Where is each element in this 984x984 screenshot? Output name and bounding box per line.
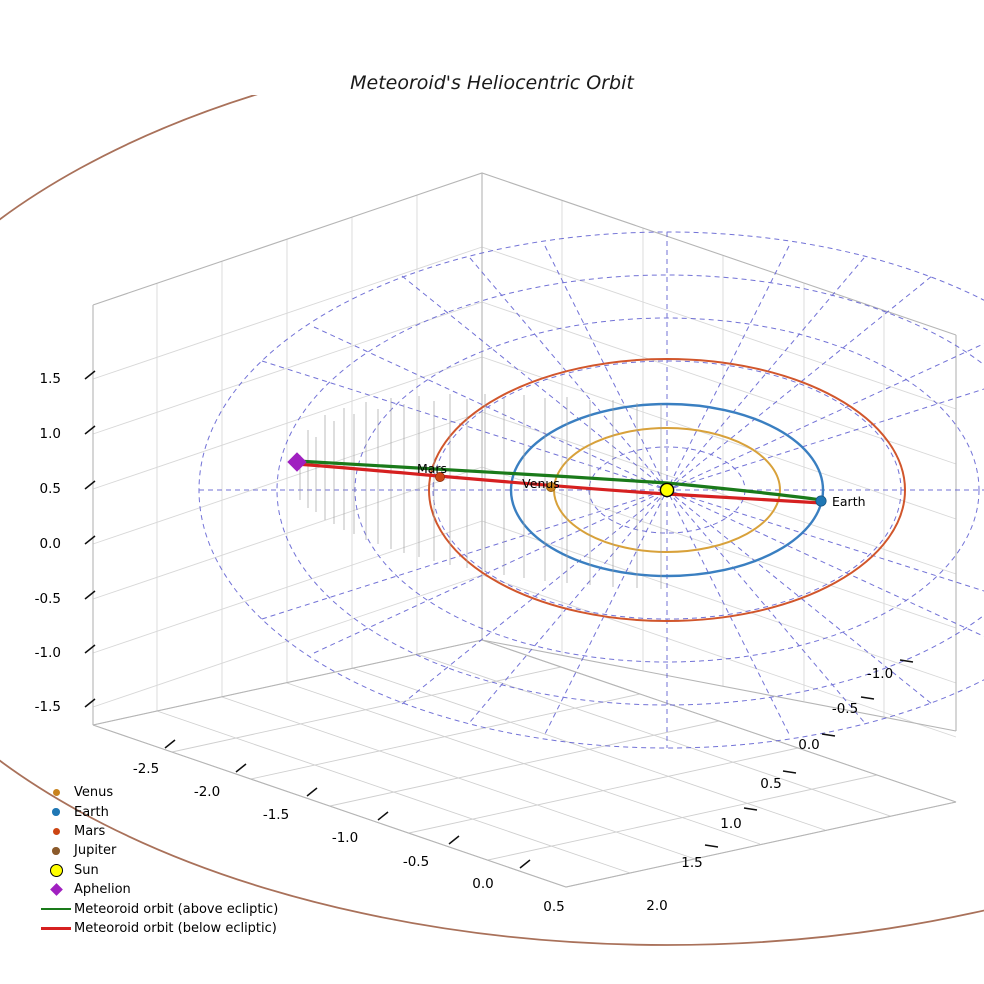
legend-item-aphelion[interactable]: Aphelion [38, 880, 300, 899]
earth-label: Earth [832, 494, 866, 509]
pane-grid-back-right [481, 173, 957, 738]
earth-marker[interactable] [815, 495, 827, 507]
y-tick: 1.5 [681, 855, 702, 871]
sun-circle-icon [38, 863, 74, 877]
x-tick: -2.5 [133, 761, 159, 777]
x-tick: -1.0 [332, 830, 358, 846]
legend-label: Venus [74, 785, 114, 801]
y-tick: -0.5 [832, 701, 858, 717]
legend: Venus Earth Mars Jupiter Sun [38, 783, 300, 938]
jupiter-orbit [0, 95, 984, 946]
meteoroid-orbit-above-ecliptic [295, 459, 824, 502]
y-axis-tick-labels: -1.0 -0.5 0.0 0.5 1.0 1.5 [681, 666, 893, 871]
legend-item-sun[interactable]: Sun [38, 861, 300, 880]
y-tick: 0.0 [798, 737, 819, 753]
legend-item-jupiter[interactable]: Jupiter [38, 841, 300, 860]
meteoroid-orbit-below-ecliptic [295, 462, 824, 505]
z-tick: 1.0 [40, 426, 61, 442]
earth-orbit [509, 402, 825, 578]
sun-marker[interactable] [659, 482, 675, 498]
x-tick: -1.5 [263, 807, 289, 823]
legend-label: Meteoroid orbit (below ecliptic) [74, 920, 277, 936]
x-tick: -2.0 [194, 784, 220, 800]
jupiter-dot-icon [38, 847, 74, 855]
earth-dot-icon [38, 808, 74, 816]
mars-marker[interactable] [435, 472, 445, 482]
aphelion-diamond-icon [38, 883, 74, 897]
x-axis-tick-labels: -2.5 -2.0 -1.5 -1.0 -0.5 0.0 0.5 2.0 [133, 761, 668, 915]
legend-label: Sun [74, 862, 99, 878]
green-line-icon [38, 907, 74, 911]
z-tick: 0.5 [40, 481, 61, 497]
x-tick: 2.0 [646, 898, 667, 914]
z-axis-tick-labels: 1.5 1.0 0.5 0.0 -0.5 -1.0 -1.5 [35, 371, 61, 715]
z-tick: -1.0 [35, 645, 61, 661]
legend-item-earth[interactable]: Earth [38, 802, 300, 821]
venus-label: Venus [522, 476, 560, 491]
x-tick: 0.0 [472, 876, 493, 892]
venus-dot-icon [38, 789, 74, 797]
meteoroid-stem-lines [299, 394, 662, 589]
y-tick: 0.5 [760, 776, 781, 792]
z-tick: -0.5 [35, 591, 61, 607]
mars-dot-icon [38, 827, 74, 835]
aphelion-marker[interactable] [287, 452, 307, 472]
legend-item-above-ecliptic[interactable]: Meteoroid orbit (above ecliptic) [38, 899, 300, 918]
axis-ticks [84, 370, 914, 869]
x-tick: 0.5 [543, 899, 564, 915]
x-tick: -0.5 [403, 854, 429, 870]
legend-item-below-ecliptic[interactable]: Meteoroid orbit (below ecliptic) [38, 919, 300, 938]
z-tick: -1.5 [35, 699, 61, 715]
legend-label: Jupiter [74, 843, 117, 859]
mars-label: Mars [417, 461, 447, 476]
legend-item-venus[interactable]: Venus [38, 783, 300, 802]
mars-orbit [428, 358, 906, 622]
venus-marker[interactable] [546, 482, 556, 492]
pane-grid-back-left [92, 173, 483, 725]
legend-item-mars[interactable]: Mars [38, 822, 300, 841]
legend-label: Meteoroid orbit (above ecliptic) [74, 901, 279, 917]
legend-label: Earth [74, 804, 109, 820]
red-line-icon [38, 927, 74, 930]
legend-label: Aphelion [74, 882, 131, 898]
y-tick: 1.0 [720, 816, 741, 832]
z-tick: 0.0 [40, 536, 61, 552]
legend-label: Mars [74, 823, 106, 839]
y-tick: -1.0 [867, 666, 893, 682]
z-tick: 1.5 [40, 371, 61, 387]
page-title: Meteoroid's Heliocentric Orbit [350, 72, 634, 94]
